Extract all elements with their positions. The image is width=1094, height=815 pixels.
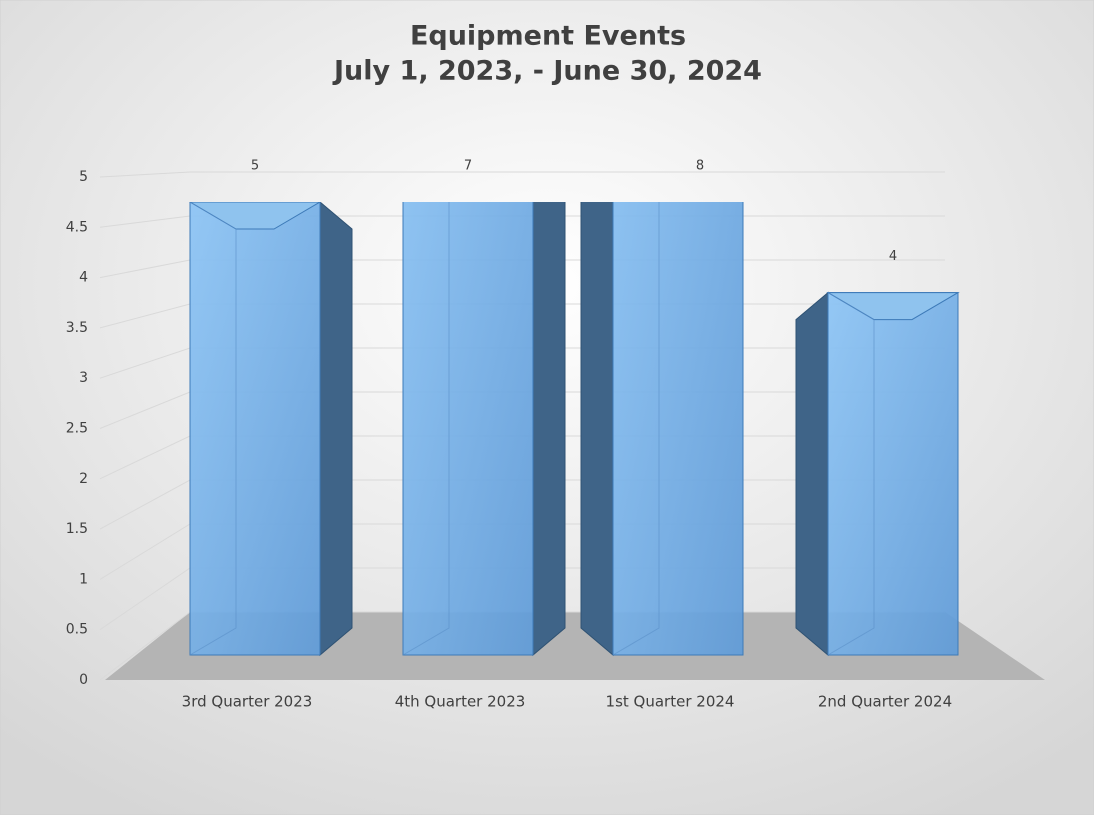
y-tick-label: 2.5 bbox=[66, 421, 88, 437]
x-tick-label: 2nd Quarter 2024 bbox=[818, 693, 952, 711]
bar bbox=[189, 202, 321, 656]
grid-line bbox=[99, 171, 945, 178]
x-tick-label: 4th Quarter 2023 bbox=[395, 693, 526, 711]
bar-side bbox=[795, 291, 829, 657]
y-tick-label: 2 bbox=[79, 471, 88, 487]
bar-side bbox=[319, 202, 353, 657]
y-tick-label: 4 bbox=[79, 270, 88, 286]
value-label: 7 bbox=[464, 159, 472, 174]
bar-inner-edge bbox=[612, 202, 660, 656]
bar bbox=[402, 202, 534, 656]
x-tick-label: 3rd Quarter 2023 bbox=[182, 693, 313, 711]
bar-inner-edge bbox=[827, 292, 875, 656]
bar bbox=[827, 292, 959, 656]
chart-subtitle: July 1, 2023, - June 30, 2024 bbox=[332, 56, 762, 87]
bar-inner-edge bbox=[189, 202, 237, 656]
y-tick-label: 1.5 bbox=[66, 521, 88, 537]
y-tick-label: 0.5 bbox=[66, 622, 88, 638]
chart-title: Equipment Events bbox=[410, 21, 686, 52]
y-tick-label: 4.5 bbox=[66, 219, 88, 235]
y-tick-label: 3 bbox=[79, 370, 88, 386]
y-tick-label: 1 bbox=[79, 571, 88, 587]
value-label: 8 bbox=[696, 159, 704, 174]
y-tick-label: 3.5 bbox=[66, 320, 88, 336]
y-tick-label: 5 bbox=[79, 169, 88, 185]
bar-inner-edge bbox=[402, 202, 450, 656]
bars bbox=[189, 202, 960, 657]
y-tick-label: 0 bbox=[79, 672, 88, 688]
value-label: 4 bbox=[889, 249, 897, 264]
x-tick-label: 1st Quarter 2024 bbox=[606, 693, 735, 711]
bar bbox=[612, 202, 744, 656]
value-label: 5 bbox=[251, 159, 259, 174]
